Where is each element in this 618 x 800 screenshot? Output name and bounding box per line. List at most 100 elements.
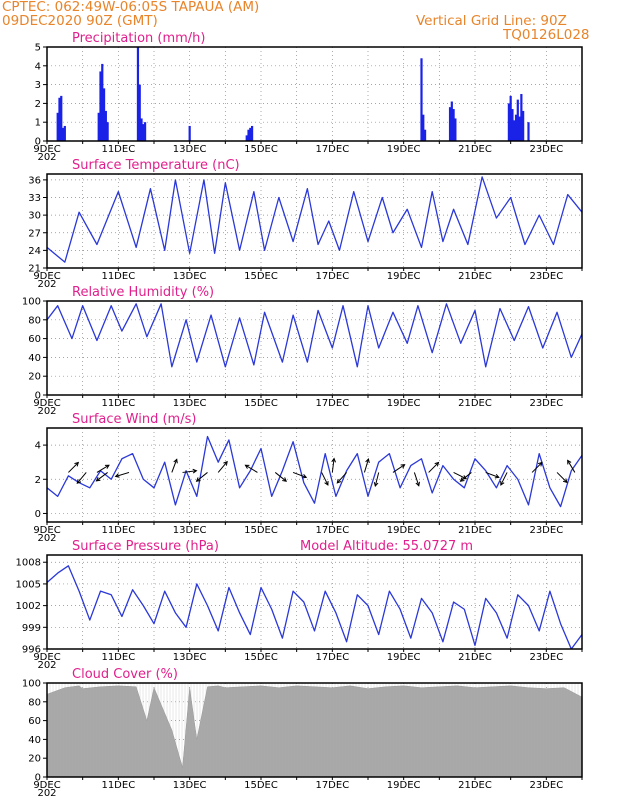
x-tick-label: 9DEC (33, 652, 60, 663)
panel-temp: 21 24 27 30 33 36 9DEC 11DEC 13DEC 15DEC 17DEC 19DE… (28, 158, 583, 290)
x-tick-label: 9DEC (33, 144, 60, 155)
x-tick-label: 9DEC (33, 780, 60, 791)
series-wind (47, 435, 582, 508)
y-tick-label: 33 (28, 193, 41, 204)
panel-frame (46, 682, 583, 778)
x-year-stub: 202 (37, 279, 56, 290)
x-tick-label: 19DEC (387, 525, 421, 536)
wind-vector-head (562, 478, 568, 484)
y-tick-label: 80 (28, 315, 41, 326)
y-tick-label: 24 (28, 246, 41, 257)
precip-bar (63, 125, 66, 141)
x-tick-label: 23DEC (529, 271, 563, 282)
wind-vector-head (223, 460, 228, 466)
precip-bar (142, 124, 145, 141)
x-tick-label: 19DEC (387, 271, 421, 282)
wind-vector (217, 461, 228, 473)
wind-vector (460, 472, 472, 482)
wind-vector-head (331, 457, 337, 463)
y-tick-label: 2 (35, 475, 41, 486)
wind-vector (76, 472, 87, 484)
x-tick-label: 23DEC (529, 780, 563, 791)
wind-vector (531, 462, 543, 473)
precip-bar (99, 71, 102, 141)
precip-bar (101, 63, 104, 141)
wind-vector (374, 472, 380, 487)
wind-vector (171, 459, 178, 473)
x-tick-label: 21DEC (458, 780, 492, 791)
wind-vector-head (74, 461, 80, 467)
x-tick-label: 13DEC (173, 780, 207, 791)
x-tick-label: 23DEC (529, 398, 563, 409)
y-tick-label: 0 (35, 773, 41, 784)
x-tick-label: 19DEC (387, 780, 421, 791)
series-pres (47, 565, 582, 649)
y-tick-label: 0 (35, 391, 41, 402)
precip-bar (454, 118, 457, 141)
wind-vector-head (195, 477, 201, 482)
x-year-stub: 202 (37, 152, 56, 163)
wind-vector (96, 464, 110, 473)
wind-vector (413, 472, 420, 486)
x-tick-label: 17DEC (315, 144, 349, 155)
precip-bar (247, 129, 250, 141)
wind-vector (96, 472, 108, 482)
panel-title: Cloud Cover (%) (72, 667, 178, 682)
x-tick-label: 15DEC (244, 398, 278, 409)
precip-bar (188, 125, 191, 141)
x-tick-label: 13DEC (173, 271, 207, 282)
wind-vector (392, 464, 405, 473)
wind-line (47, 435, 582, 508)
x-tick-label: 13DEC (173, 525, 207, 536)
x-tick-label: 13DEC (173, 398, 207, 409)
panel-rh: 0 20 40 60 80 100 9DEC 11DEC 13DEC 15DEC 17DEC 19DE… (22, 285, 583, 417)
wind-vector (453, 471, 467, 480)
wind-vector-head (192, 468, 198, 474)
panel-extra-note: Model Altitude: 55.0727 m (300, 539, 473, 554)
x-tick-label: 9DEC (33, 271, 60, 282)
wind-vector-head (95, 476, 101, 482)
precip-bar (136, 47, 140, 141)
series-precip (56, 47, 530, 141)
precip-bar (102, 88, 106, 141)
precip-bar (520, 94, 523, 141)
precip-bar (420, 58, 423, 141)
wind-vector-head (365, 458, 370, 464)
x-tick-label: 21DEC (458, 652, 492, 663)
wind-vector-head (244, 464, 250, 469)
wind-vector-head (494, 473, 500, 479)
y-tick-label: 60 (28, 334, 41, 345)
x-tick-label: 21DEC (458, 525, 492, 536)
panel-frame (46, 173, 583, 269)
x-tick-label: 19DEC (387, 144, 421, 155)
precip-bar (448, 107, 452, 141)
wind-vector (500, 472, 508, 486)
wind-vector (196, 472, 208, 482)
x-tick-label: 17DEC (315, 525, 349, 536)
x-tick-label: 11DEC (101, 652, 135, 663)
y-tick-label: 1008 (16, 558, 41, 569)
wind-vector (292, 471, 307, 478)
y-tick-label: 1002 (16, 601, 41, 612)
panel-wind: 0 2 4 9DEC 11DEC 13DEC 15DEC 17DEC 19DEC 21DEC 23D… (33, 412, 583, 544)
wind-vector-head (415, 481, 420, 487)
wind-vector-head (500, 480, 505, 486)
y-tick-label: 4 (35, 441, 41, 452)
y-tick-label: 30 (28, 211, 41, 222)
wind-vector-head (336, 478, 342, 484)
x-tick-label: 19DEC (387, 398, 421, 409)
precip-bar (143, 122, 147, 141)
precip-bar (250, 125, 254, 141)
header-station-line: CPTEC: 062:49W-06:05S TAPAUA (AM) (2, 0, 260, 15)
x-tick-label: 23DEC (529, 525, 563, 536)
x-tick-label: 13DEC (173, 652, 207, 663)
wind-vector (428, 462, 439, 473)
series-cloud (47, 683, 582, 777)
wind-vector-head (537, 461, 543, 467)
x-tick-label: 13DEC (173, 144, 207, 155)
precip-bar (423, 129, 427, 141)
y-tick-label: 2 (35, 99, 41, 110)
precip-bar (522, 110, 525, 141)
x-tick-label: 11DEC (101, 144, 135, 155)
y-tick-label: 0 (35, 137, 41, 148)
